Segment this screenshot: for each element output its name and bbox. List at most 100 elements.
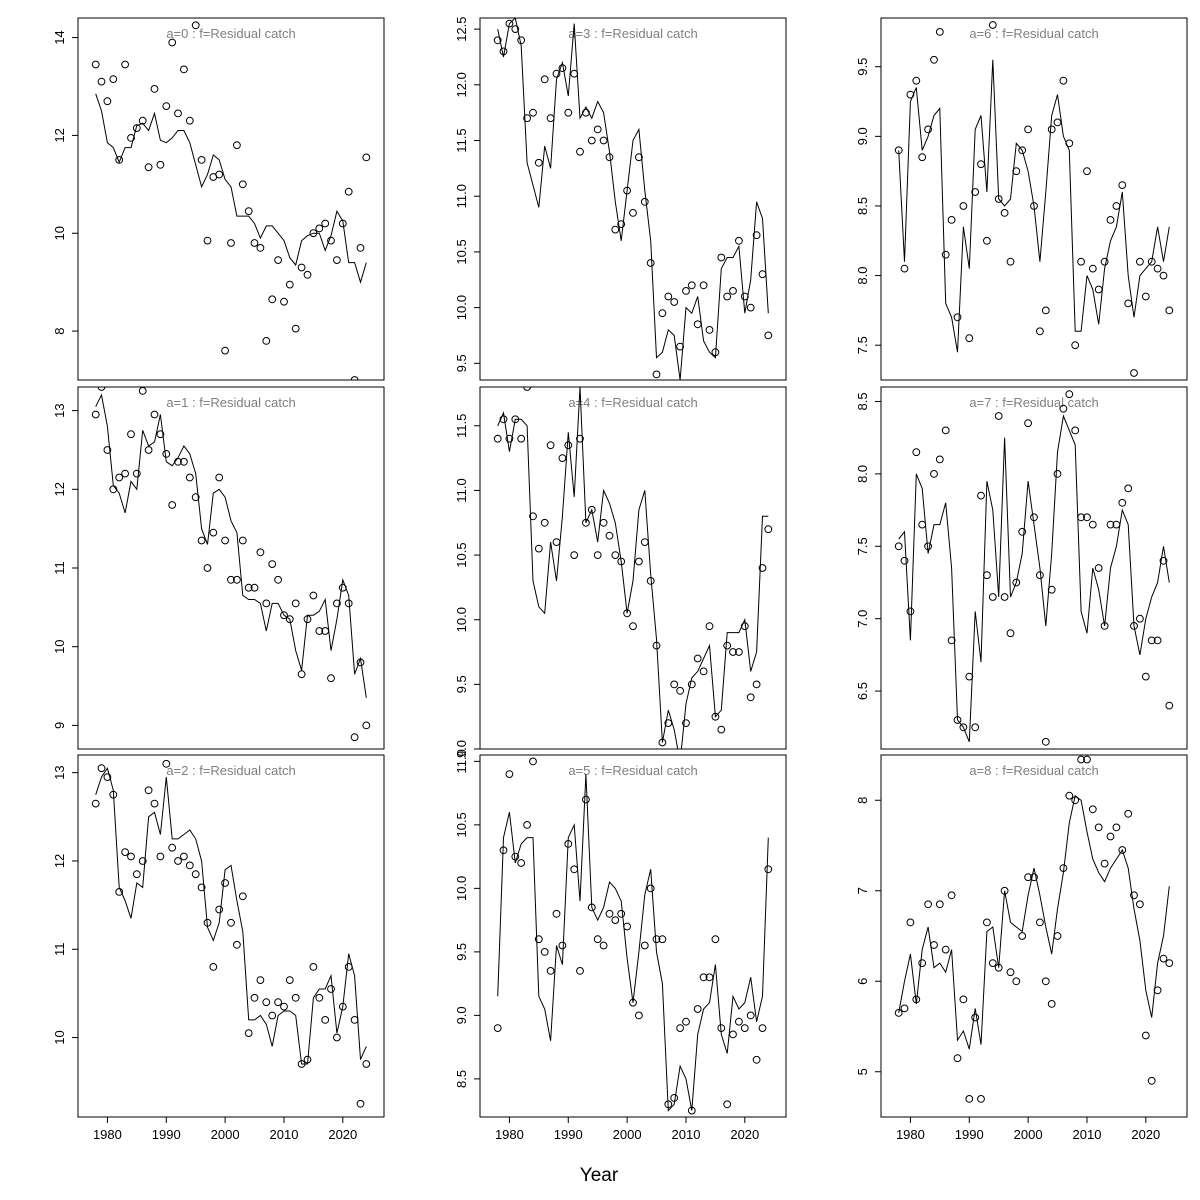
observed-point [1024,419,1032,428]
observed-point [344,963,353,971]
observed-point [185,861,194,870]
observed-point [711,935,720,944]
observed-point [977,1095,985,1103]
observed-point [540,75,549,84]
observed-point [587,505,596,514]
observed-point [297,263,306,272]
observed-point [493,434,502,443]
observed-point [959,202,968,210]
observed-point [156,160,165,169]
panel-title: a=0 : f=Residual catch [166,26,295,41]
y-tick-label: 8 [52,327,67,334]
observed-point [362,153,371,162]
observed-point [646,884,655,893]
observed-point [1088,805,1097,814]
observed-point [652,641,661,650]
observed-point [894,1009,903,1017]
observed-point [746,1011,755,1020]
plot-frame [479,386,787,750]
observed-point [646,577,655,585]
observed-point [1071,426,1080,435]
observed-point [362,1060,371,1068]
observed-point [593,125,602,134]
y-tick-label: 9.5 [454,354,469,372]
observed-point [505,434,514,443]
observed-point [1059,404,1068,413]
observed-point [670,680,679,689]
observed-point [97,77,106,86]
observed-point [127,134,135,142]
observed-point [1153,636,1162,645]
observed-point [1130,622,1138,630]
observed-point [250,993,259,1002]
observed-point [338,583,347,592]
observed-point [593,935,602,944]
observed-point [1112,823,1121,832]
observed-point [764,525,773,534]
observed-point [303,1055,312,1064]
observed-point [297,670,306,679]
observed-point [953,313,962,322]
observed-point [262,998,271,1007]
observed-point [758,564,767,572]
x-tick-label: 2020 [328,1127,357,1142]
y-tick-label: 8.0 [855,465,870,483]
observed-point [729,648,737,656]
observed-point [127,852,135,861]
observed-point [1041,737,1050,746]
observed-point [1094,564,1103,572]
observed-point [1071,796,1080,805]
observed-point [109,75,118,83]
observed-point [1165,701,1174,710]
observed-point [1147,1076,1156,1085]
x-tick-label: 1990 [152,1127,181,1142]
observed-point [191,493,200,502]
observed-point [1088,264,1097,273]
observed-point [356,244,365,252]
observed-point [180,65,188,74]
y-tick-label: 12 [52,482,67,496]
observed-point [280,611,288,620]
observed-point [1124,484,1133,493]
observed-point [900,264,909,273]
y-tick-label: 9 [52,722,67,729]
observed-point [309,229,318,238]
observed-point [256,976,265,984]
observed-point [994,412,1003,420]
observed-point [127,430,135,439]
observed-point [1018,146,1027,155]
y-tick-label: 10.0 [454,295,469,320]
observed-point [256,244,265,252]
observed-point [646,259,655,267]
observed-point [705,622,714,631]
observed-point [121,60,129,69]
observed-point [947,636,956,645]
observed-point [185,473,194,482]
observed-point [717,1024,726,1032]
observed-point [947,216,956,224]
observed-point [652,935,661,944]
observed-point [1047,1000,1056,1008]
observed-point [338,1002,347,1011]
observed-point [1118,181,1127,190]
observed-point [953,1054,962,1063]
observed-point [1141,292,1150,301]
observed-point [1053,118,1062,127]
observed-point [582,518,590,527]
observed-point [227,575,235,584]
y-tick-label: 11.0 [454,184,469,208]
observed-point [983,918,991,927]
observed-point [168,501,177,509]
observed-point [983,236,991,245]
fitted-line [497,18,769,380]
observed-point [262,599,271,608]
observed-point [350,733,359,742]
y-tick-label: 11.5 [454,414,469,438]
observed-point [935,900,944,909]
observed-point [540,518,549,527]
observed-point [717,725,726,734]
observed-point [244,207,253,216]
observed-point [1000,209,1009,217]
observed-point [1006,968,1015,977]
